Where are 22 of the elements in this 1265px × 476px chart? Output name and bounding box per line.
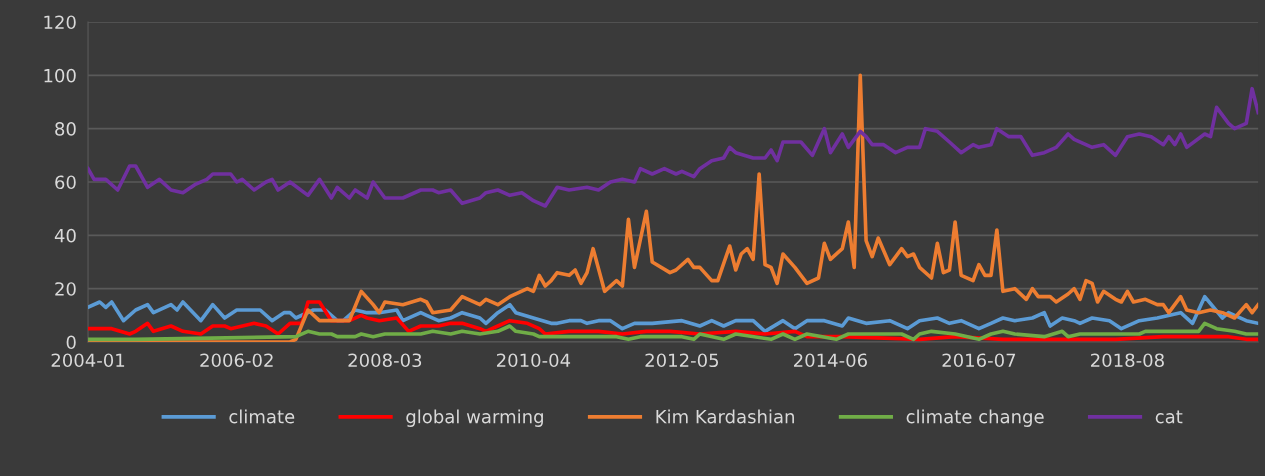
x-tick-label: 2004-01: [51, 353, 125, 368]
x-tick-label: 2014-06: [794, 353, 867, 368]
legend-label: climate change: [906, 409, 1044, 427]
line-series: [88, 294, 1259, 334]
legend-label: Kim Kardashian: [656, 409, 794, 424]
legend-label: climate: [229, 409, 295, 424]
y-tick-label: 120: [44, 15, 76, 30]
x-tick-label: 2016-07: [942, 353, 1016, 368]
line-series: [88, 86, 1259, 208]
y-tick-label: 0: [66, 335, 76, 350]
x-tick-label: 2008-03: [348, 353, 422, 368]
y-tick-label: 40: [54, 228, 76, 243]
x-tick-label: 2006-02: [200, 353, 273, 368]
y-tick-label: 100: [44, 68, 76, 83]
x-tick-label: 2018-08: [1091, 353, 1164, 368]
legend-label: global warming: [406, 409, 543, 427]
y-tick-label: 20: [55, 282, 76, 296]
legend-label: cat: [1155, 410, 1183, 424]
x-tick-label: 2012-05: [645, 353, 719, 368]
x-tick-label: 2010-04: [496, 353, 571, 368]
y-tick-label: 80: [55, 122, 76, 136]
y-tick-label: 60: [55, 175, 76, 190]
